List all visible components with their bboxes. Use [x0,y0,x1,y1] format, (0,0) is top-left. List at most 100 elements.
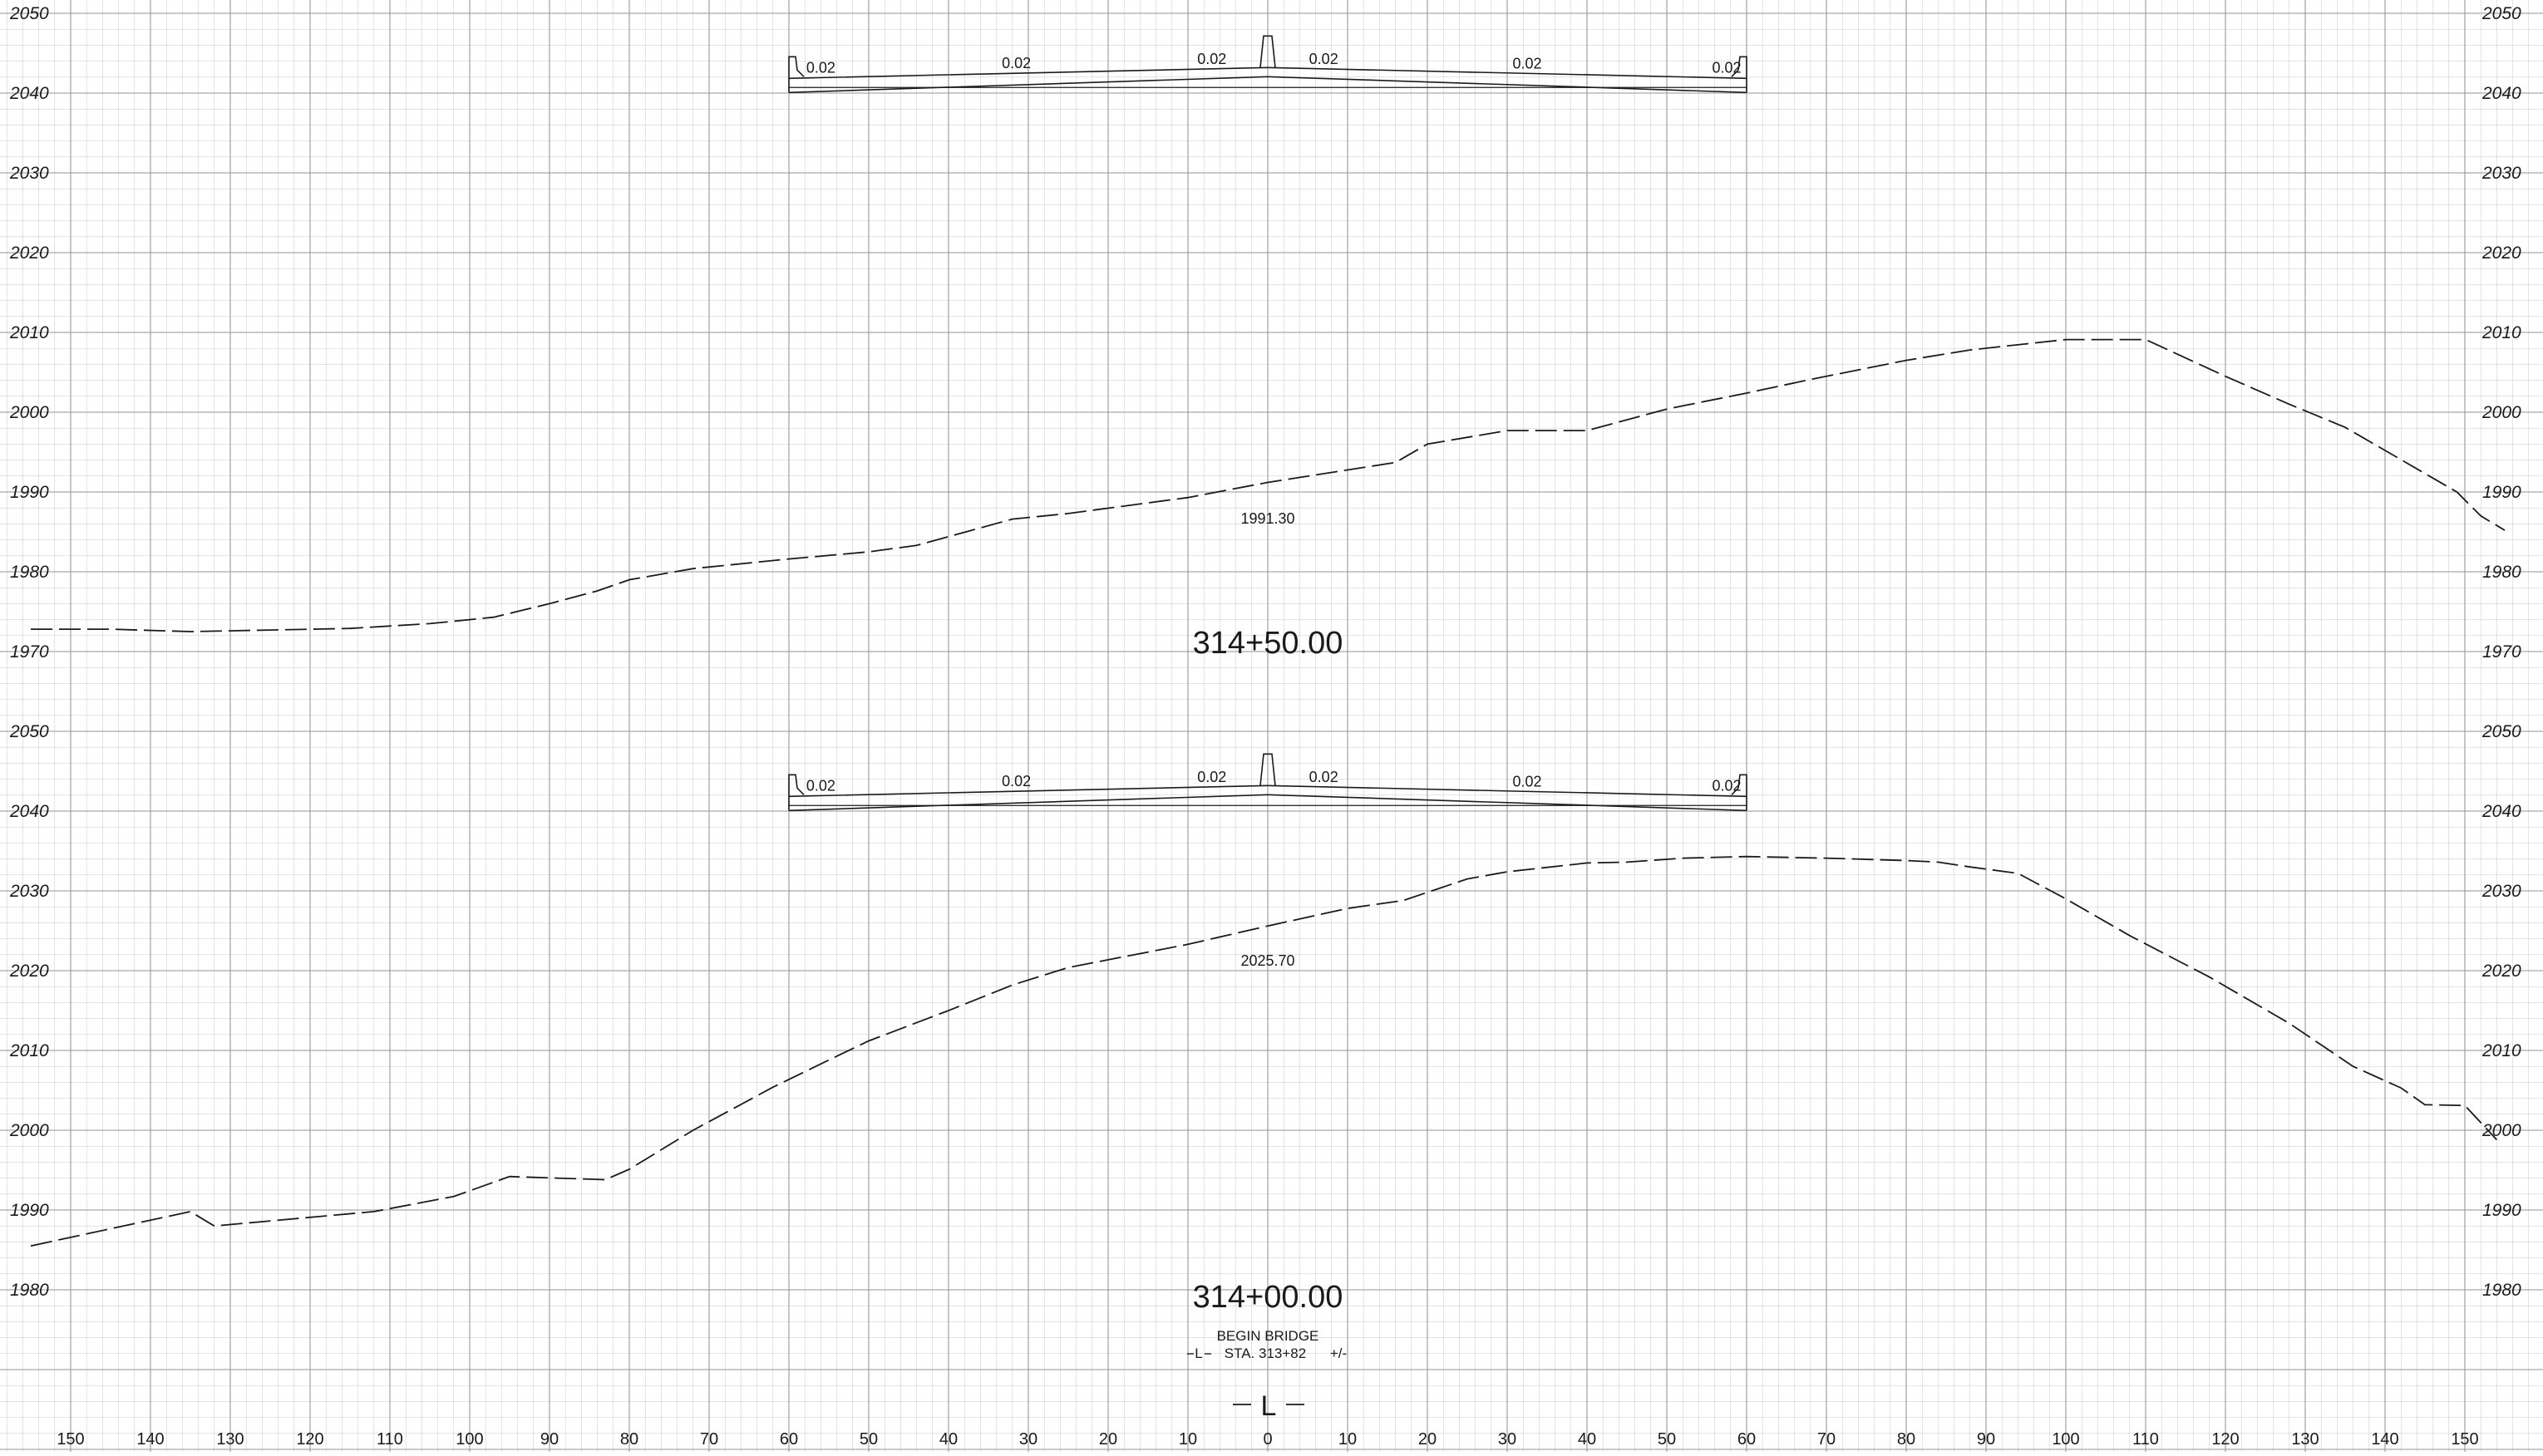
roadway-template [788,35,1747,94]
offset-label: 70 [700,1430,718,1449]
offset-label: 70 [1817,1430,1836,1449]
offset-label: 90 [540,1430,559,1449]
cross-slope-label: 0.02 [1197,769,1226,785]
cross-section-314-00: 2050 2050 2040 2040 2030 2030 2020 2020 2010 2010… [9,722,2521,1315]
roadway-template [788,753,1747,812]
cross-slope-label: 0.02 [1197,51,1226,67]
cross-slope-label: 0.02 [806,59,835,76]
elevation-label-left: 2000 [9,1121,49,1140]
offset-label: 10 [1338,1430,1357,1449]
cross-slope-label: 0.02 [1512,55,1541,71]
cross-slope-label: 0.02 [806,777,835,794]
centerline-elevation: 2025.70 [1240,952,1294,969]
offset-label: 30 [1498,1430,1516,1449]
offset-axis-labels: 150 140 130 120 110 100 90 80 70 60 50 40 30 20 10 0 10 2… [57,1430,2478,1449]
cross-slope-label: 0.02 [1309,51,1338,67]
offset-label: 60 [1737,1430,1756,1449]
offset-label: 120 [2211,1430,2239,1449]
cross-slope-label: 0.02 [1712,60,1741,76]
elevation-label-right: 2040 [2481,802,2521,821]
offset-label: 30 [1019,1430,1037,1449]
elevation-label-right: 1990 [2482,1201,2521,1220]
elevation-label-left: 2010 [9,323,49,342]
begin-bridge-label: BEGIN BRIDGE [1217,1328,1319,1344]
offset-label: 50 [1658,1430,1676,1449]
bridge-station: STA. 313+82 [1225,1345,1306,1361]
elevation-label-right: 1990 [2482,483,2521,502]
existing-ground-line [30,855,2498,1247]
elevation-label-left: 1980 [10,1281,49,1300]
centerline-elevation: 1991.30 [1240,510,1294,527]
begin-bridge-note: BEGIN BRIDGE L STA. 313+82 +/- [1187,1328,1347,1361]
elevation-label-right: 2040 [2481,84,2521,103]
elevation-label-right: 1980 [2482,1281,2521,1300]
offset-label: 10 [1179,1430,1197,1449]
offset-label: 110 [377,1430,403,1449]
elevation-label-left: 1990 [10,1201,49,1220]
elevation-label-left: 2030 [9,882,49,901]
left-barrier [788,56,805,93]
offset-label: 40 [1578,1430,1596,1449]
offset-label: 90 [1977,1430,1995,1449]
offset-label: 130 [2291,1430,2319,1449]
bridge-tolerance: +/- [1330,1345,1347,1361]
elevation-label-right: 1970 [2482,642,2521,662]
elevation-label-left: 2010 [9,1041,49,1060]
elevation-label-right: 2030 [2481,164,2521,183]
offset-label: 150 [2451,1430,2478,1449]
existing-ground-line [31,338,2506,632]
station-label: 314+00.00 [1193,1280,1343,1315]
offset-label: 140 [2371,1430,2398,1449]
elevation-label-right: 2050 [2481,722,2521,741]
elevation-label-right: 2010 [2481,1041,2521,1060]
offset-label: 0 [1263,1430,1272,1449]
offset-label: 130 [216,1430,244,1449]
deck-top-line [788,785,1747,798]
median-barrier [1259,753,1276,786]
elevation-label-left: 1970 [10,642,49,662]
offset-label: 120 [296,1430,323,1449]
elevation-label-right: 2020 [2481,243,2521,263]
centerline-l-glyph: L [1261,1390,1277,1422]
elevation-label-right: 2000 [2481,1121,2521,1140]
centerline-symbol: L [1233,1390,1304,1422]
offset-label: 80 [1897,1430,1915,1449]
elevation-label-left: 1980 [10,563,49,582]
offset-label: 50 [860,1430,878,1449]
cross-slope-label: 0.02 [1002,773,1031,789]
median-barrier [1259,35,1276,68]
right-barrier [1731,56,1747,93]
cross-slope-label: 0.02 [1309,769,1338,785]
offset-label: 20 [1099,1430,1117,1449]
offset-label: 80 [620,1430,638,1449]
elevation-labels: 2050 2050 2040 2040 2030 2030 2020 2020 2010 2010… [9,722,2521,1300]
offset-label: 100 [2052,1430,2079,1449]
elevation-label-right: 2030 [2481,882,2521,901]
elevation-label-left: 2000 [9,403,49,422]
cross-slope-label: 0.02 [1712,778,1741,794]
elevation-label-right: 2020 [2481,962,2521,981]
elevation-label-left: 2050 [9,722,49,741]
offset-label: 40 [939,1430,958,1449]
right-barrier [1731,774,1747,811]
cross-section-314-50: 2050 2050 2040 2040 2030 2030 2020 2020 2010 2010… [9,4,2521,662]
elevation-label-left: 2040 [9,802,49,821]
slope-labels: 0.02 0.02 0.02 0.02 0.02 0.02 [806,769,1742,794]
elevation-label-left: 2050 [9,4,49,23]
elevation-label-left: 2020 [9,962,49,981]
elevation-label-left: 2020 [9,243,49,263]
elevation-label-right: 2000 [2481,403,2521,422]
elevation-label-right: 2010 [2481,323,2521,342]
cross-slope-label: 0.02 [1002,55,1031,71]
elevation-label-left: 2040 [9,84,49,103]
cross-slope-label: 0.02 [1512,773,1541,789]
elevation-label-left: 1990 [10,483,49,502]
offset-label: 150 [57,1430,84,1449]
offset-label: 20 [1418,1430,1437,1449]
elevation-label-right: 1980 [2482,563,2521,582]
offset-label: 140 [136,1430,164,1449]
deck-top-line [788,66,1747,80]
